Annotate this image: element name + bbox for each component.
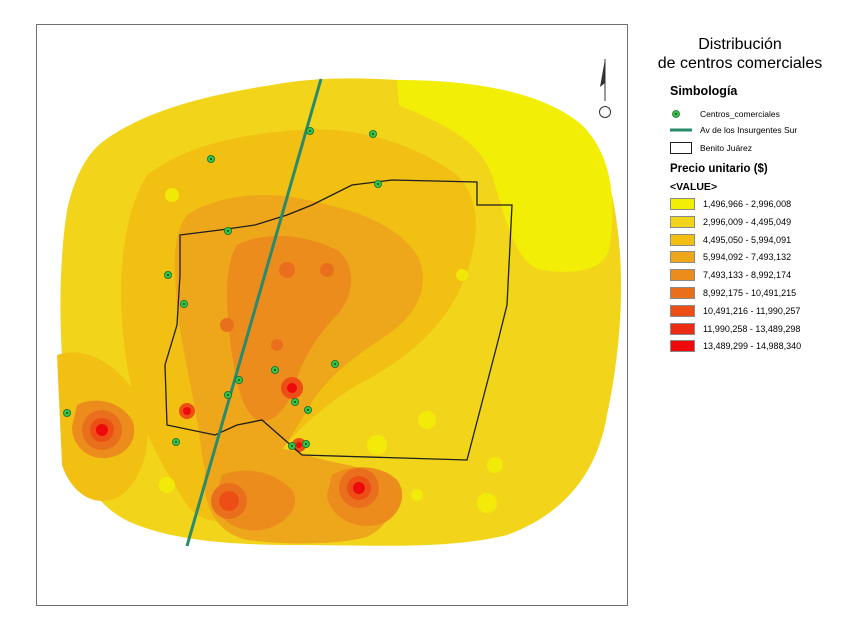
price-class-label: 10,491,216 - 11,990,257 [703,305,801,316]
price-class-label: 13,489,299 - 14,988,340 [703,341,802,352]
price-class-swatch [670,233,695,246]
low-price-patches [159,188,503,513]
hot-spot-center [179,262,334,452]
legend-item-avenue: Av de los Insurgentes Sur [670,123,797,137]
price-class-row: 7,493,133 - 8,992,174 [670,268,791,282]
teal-line-icon [670,124,692,136]
legend-item-boundary: Benito Juárez [670,141,752,155]
price-class-row: 4,495,050 - 5,994,091 [670,233,791,247]
hot-spot-sw [82,410,122,450]
price-class-row: 1,496,966 - 2,996,008 [670,197,791,211]
shopping-center-point-center [377,183,379,185]
price-class-swatch [670,215,695,228]
price-class-label: 11,990,258 - 13,489,298 [703,323,801,334]
price-class-label: 1,496,966 - 2,996,008 [703,199,792,209]
price-class-label: 2,996,009 - 4,495,049 [703,216,792,227]
shopping-center-point-center [238,379,240,381]
price-class-row: 5,994,092 - 7,493,132 [670,250,791,264]
price-class-row: 13,489,299 - 14,988,340 [670,339,801,353]
price-class-swatch [670,269,695,282]
price-class-swatch [670,340,695,353]
price-legend-heading: Precio unitario ($) [670,163,768,175]
shopping-center-point-center [227,230,229,232]
price-class-swatch [670,287,695,299]
price-class-row: 2,996,009 - 4,495,049 [670,215,791,229]
price-class-label: 8,992,175 - 10,491,215 [703,288,797,298]
high-price-zone [227,235,352,421]
price-heatmap [57,59,622,547]
hot-spot-s [211,483,247,519]
legend-heading: Simbología [670,84,738,98]
price-class-label: 7,493,133 - 8,992,174 [703,270,792,281]
legend-item-label: Centros_comerciales [700,109,780,119]
value-legend-heading: <VALUE> [670,181,718,193]
shopping-center-point-center [183,303,185,305]
shopping-center-point-center [305,443,307,445]
low-price-zone-ne [397,80,613,272]
price-class-swatch [670,304,695,317]
price-class-row: 10,491,216 - 11,990,257 [670,304,800,318]
shopping-center-point-center [307,409,309,411]
price-class-swatch [670,198,695,210]
legend-item-label: Benito Juárez [700,143,752,153]
north-arrow-icon [599,59,611,118]
benito-juarez-boundary [164,179,513,461]
av-insurgentes-sur [185,78,323,547]
shopping-center-point-center [175,441,177,443]
shopping-center-point-center [167,274,169,276]
price-class-row: 11,990,258 - 13,489,298 [670,322,800,336]
green-dot-icon [670,108,692,120]
shopping-centers [62,127,382,450]
shopping-center-point-center [227,394,229,396]
price-class-swatch [670,251,695,264]
legend-item-shopping-centers: Centros_comerciales [670,107,780,121]
shopping-center-point-center [274,369,276,371]
map-title: Distribución de centros comerciales [640,35,840,73]
price-class-label: 4,495,050 - 5,994,091 [703,234,792,245]
shopping-center-point-center [334,363,336,365]
hot-spot-se [339,468,379,508]
legend-item-label: Av de los Insurgentes Sur [700,125,798,135]
shopping-center-point-center [309,130,311,132]
map-frame [36,24,628,606]
shopping-center-point-center [294,401,296,403]
map-title-line2: de centros comerciales [657,55,823,72]
map-title-line1: Distribución [698,36,782,53]
shopping-center-point-center [210,158,212,160]
black-outline-box-icon [670,142,692,154]
shopping-center-point-center [66,412,68,414]
shopping-center-point-center [372,133,374,135]
price-class-label: 5,994,092 - 7,493,132 [703,252,792,263]
shopping-center-point-center [291,445,293,447]
price-class-row: 8,992,175 - 10,491,215 [670,286,796,300]
price-class-swatch [670,322,695,335]
